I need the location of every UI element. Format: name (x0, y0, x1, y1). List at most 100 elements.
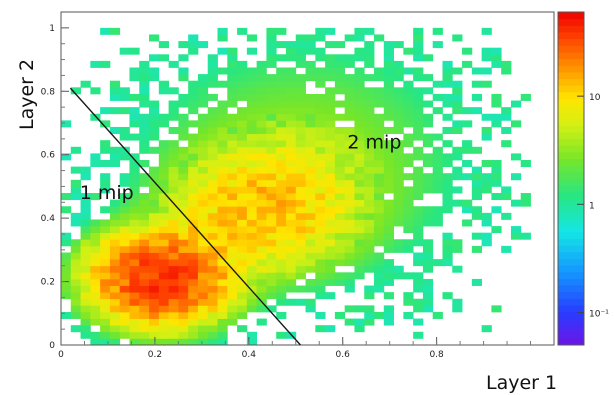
heatmap-cell (393, 67, 404, 75)
heatmap-cell (422, 74, 434, 82)
heatmap-cell (266, 265, 277, 273)
heatmap-cell (237, 80, 248, 88)
heatmap-cell (325, 153, 336, 161)
heatmap-cell (276, 173, 287, 181)
heatmap-cell (315, 173, 326, 181)
heatmap-cell (168, 153, 179, 161)
heatmap-cell (413, 54, 424, 62)
heatmap-cell (413, 120, 424, 128)
heatmap-cell (413, 113, 424, 121)
heatmap-cell (266, 60, 277, 68)
heatmap-cell (217, 232, 228, 240)
heatmap-cell (452, 239, 463, 247)
heatmap-cell (207, 126, 218, 134)
heatmap-cell (344, 199, 355, 207)
heatmap-cell (344, 60, 355, 68)
heatmap-cell (344, 239, 355, 247)
heatmap-cell (413, 41, 424, 49)
heatmap-cell (256, 285, 267, 293)
heatmap-cell (462, 219, 473, 227)
heatmap-cell (129, 219, 140, 227)
heatmap-cell (422, 173, 434, 181)
heatmap-cell (462, 140, 473, 148)
heatmap-cell (383, 305, 394, 313)
heatmap-cell (393, 41, 404, 49)
heatmap-cell (207, 133, 218, 141)
heatmap-cell (129, 113, 140, 121)
heatmap-cell (452, 34, 463, 42)
color-scale-step (558, 191, 584, 199)
heatmap-cell (188, 305, 199, 313)
heatmap-cell (442, 74, 453, 82)
heatmap-cell (344, 107, 355, 115)
heatmap-cell (276, 179, 287, 187)
heatmap-cell (364, 305, 375, 313)
heatmap-cell (237, 311, 248, 319)
heatmap-cell (207, 239, 218, 247)
heatmap-cell (119, 173, 130, 181)
heatmap-cell (285, 219, 297, 227)
heatmap-cell (168, 206, 179, 214)
heatmap-cell (80, 193, 91, 201)
heatmap-cell (80, 212, 91, 220)
heatmap-cell (237, 232, 248, 240)
heatmap-cell (227, 252, 238, 260)
heatmap-cell (129, 338, 140, 346)
heatmap-cell (188, 285, 199, 293)
heatmap-cell (295, 259, 306, 267)
heatmap-cell (344, 245, 355, 253)
heatmap-cell (315, 100, 326, 108)
heatmap-cell (442, 100, 453, 108)
heatmap-cell (90, 226, 101, 234)
heatmap-cell (393, 206, 404, 214)
heatmap-cell (305, 100, 316, 108)
heatmap-cell (139, 193, 150, 201)
heatmap-cell (90, 87, 101, 95)
heatmap-cell (237, 120, 248, 128)
y-tick-label: 0.4 (41, 214, 56, 224)
heatmap-cell (295, 173, 306, 181)
heatmap-cell (139, 120, 150, 128)
heatmap-cell (325, 259, 336, 267)
color-scale-step (558, 238, 584, 246)
heatmap-cell (393, 199, 404, 207)
heatmap-cell (334, 259, 346, 267)
heatmap-cell (217, 166, 228, 174)
heatmap-cell (452, 265, 463, 273)
heatmap-cell (442, 80, 453, 88)
heatmap-cell (305, 193, 316, 201)
heatmap-cell (109, 107, 121, 115)
heatmap-cell (334, 100, 346, 108)
heatmap-cell (432, 80, 443, 88)
heatmap-cell (246, 186, 258, 194)
heatmap-cell (197, 259, 209, 267)
heatmap-cell (256, 226, 267, 234)
heatmap-cell (217, 272, 228, 280)
heatmap-cell (80, 80, 91, 88)
heatmap-cell (109, 27, 121, 35)
heatmap-cell (188, 41, 199, 49)
color-scale-step (558, 158, 584, 166)
heatmap-cell (325, 239, 336, 247)
heatmap-cell (80, 199, 91, 207)
heatmap-cell (178, 252, 189, 260)
heatmap-cell (276, 54, 287, 62)
heatmap-cell (109, 252, 121, 260)
heatmap-cell (481, 54, 492, 62)
heatmap-cell (276, 186, 287, 194)
heatmap-cell (334, 160, 346, 168)
heatmap-cell (364, 239, 375, 247)
heatmap-cell (119, 193, 130, 201)
heatmap-cell (139, 199, 150, 207)
heatmap-cell (197, 41, 209, 49)
heatmap-cell (422, 160, 434, 168)
color-scale-step (558, 165, 584, 173)
heatmap-cell (334, 113, 346, 121)
heatmap-cell (334, 186, 346, 194)
heatmap-cell (481, 113, 492, 121)
heatmap-cell (285, 166, 297, 174)
heatmap-cell (139, 232, 150, 240)
heatmap-cell (129, 311, 140, 319)
color-scale-step (558, 185, 584, 193)
heatmap-cell (422, 259, 434, 267)
